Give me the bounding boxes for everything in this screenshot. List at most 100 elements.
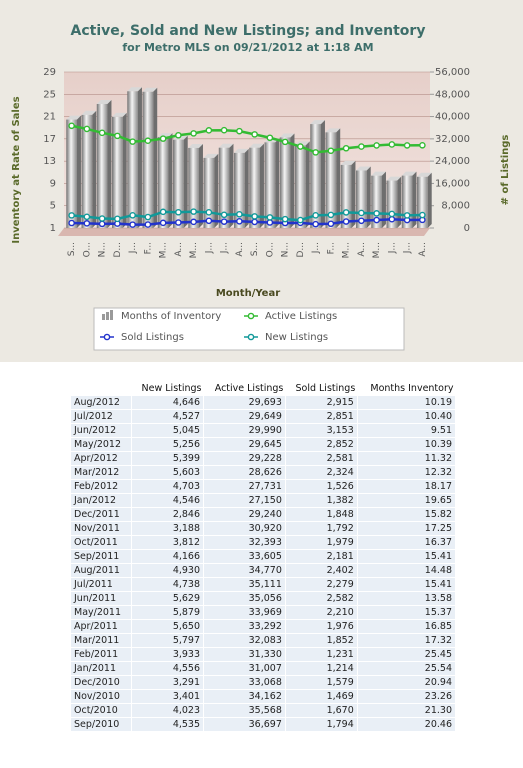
table-row: Apr/2012 5,399 29,228 2,581 11.32	[70, 451, 457, 466]
value-cell: 2,852	[284, 437, 358, 452]
bar	[203, 157, 215, 228]
month-cell: May/2011	[70, 605, 132, 620]
x-tick-label: D...	[296, 242, 306, 258]
bar-side	[229, 143, 234, 228]
value-cell: 2,582	[284, 591, 358, 606]
y2-tick-label: 40,000	[435, 112, 470, 123]
month-cell: Dec/2010	[70, 675, 132, 690]
month-cell: May/2012	[70, 437, 132, 452]
legend-swatch	[102, 314, 105, 320]
y-tick-label: 1	[50, 223, 56, 234]
legend-label: New Listings	[265, 332, 328, 343]
table-row: Nov/2011 3,188 30,920 1,792 17.25	[70, 521, 457, 536]
y-tick-label: 29	[43, 67, 56, 78]
value-cell: 2,851	[284, 409, 358, 424]
line-marker	[403, 212, 411, 219]
bar-side	[290, 133, 295, 228]
table-row: Jul/2011 4,738 35,111 2,279 15.41	[70, 577, 457, 592]
line-marker	[205, 127, 213, 134]
value-cell: 1,579	[284, 675, 358, 690]
table-row: Jun/2012 5,045 29,990 3,153 9.51	[70, 423, 457, 438]
value-cell: 4,738	[130, 577, 205, 592]
chart: Active, Sold and New Listings; and Inven…	[0, 0, 523, 362]
line-marker	[190, 130, 197, 137]
value-cell: 1,526	[284, 479, 358, 494]
y2-tick-label: 32,000	[435, 134, 470, 145]
value-cell: 18.17	[356, 479, 457, 494]
line-marker	[175, 131, 182, 139]
month-cell: Jul/2012	[70, 409, 132, 424]
month-cell: Apr/2011	[70, 619, 132, 634]
header-cell: Sold Listings	[295, 382, 356, 394]
bar	[157, 137, 169, 228]
value-cell: 29,990	[203, 423, 286, 438]
line-marker	[220, 211, 228, 219]
value-cell: 29,693	[203, 395, 286, 410]
value-cell: 5,603	[130, 465, 205, 480]
month-cell: Oct/2011	[70, 535, 132, 550]
value-cell: 2,915	[284, 395, 358, 410]
bar-top	[112, 112, 127, 117]
value-cell: 2,402	[284, 563, 358, 578]
bar-top	[325, 128, 341, 133]
table-row: Jun/2011 5,629 35,056 2,582 13.58	[70, 591, 457, 606]
line-marker	[68, 212, 75, 219]
bar-top	[96, 99, 112, 104]
line-marker	[144, 221, 152, 228]
value-cell: 9.51	[356, 423, 457, 438]
header-cell: New Listings	[141, 382, 202, 394]
line-marker	[98, 215, 106, 222]
bar-top	[417, 172, 432, 177]
line-marker	[251, 131, 258, 138]
month-cell: Sep/2010	[70, 717, 132, 732]
line-marker	[190, 208, 197, 215]
value-cell: 3,188	[130, 521, 205, 536]
table-row: Mar/2011 5,797 32,083 1,852 17.32	[70, 633, 457, 648]
bar-side	[427, 172, 432, 228]
value-cell: 1,214	[284, 661, 358, 676]
value-cell: 1,792	[284, 521, 358, 536]
bar-side	[214, 153, 219, 228]
bar-side	[183, 135, 188, 228]
y-axis-title: Inventory at Rate of Sales	[11, 96, 22, 243]
line-marker	[98, 129, 106, 137]
bar-top	[218, 143, 234, 148]
table-row: Jan/2011 4,556 31,007 1,214 25.54	[70, 661, 457, 676]
bar-side	[122, 112, 127, 228]
table-row: Jan/2012 4,546 27,150 1,382 19.65	[70, 493, 457, 508]
header-cell	[71, 381, 132, 396]
line-marker	[419, 141, 426, 149]
line-marker	[205, 217, 213, 225]
month-cell: Mar/2011	[70, 633, 132, 648]
value-cell: 1,382	[284, 493, 358, 508]
line-marker	[220, 218, 228, 225]
line-marker	[159, 219, 167, 227]
month-cell: Mar/2012	[70, 465, 132, 480]
x-tick-label: J...	[403, 242, 413, 254]
line-marker	[373, 216, 380, 224]
line-marker	[98, 220, 106, 228]
bar	[96, 103, 108, 228]
value-cell: 1,852	[284, 633, 358, 648]
bar	[188, 147, 199, 228]
x-tick-label: S...	[67, 242, 77, 256]
value-cell: 10.40	[356, 409, 457, 424]
bar	[340, 164, 352, 228]
line-marker	[144, 137, 152, 145]
month-cell: Nov/2011	[70, 521, 132, 536]
month-cell: Oct/2010	[70, 703, 132, 718]
table-row: Feb/2012 4,703 27,731 1,526 18.17	[70, 479, 457, 494]
line-marker	[297, 216, 304, 224]
bar-top	[81, 110, 97, 115]
line-marker	[281, 138, 289, 146]
y2-tick-label: 16,000	[435, 178, 470, 189]
bar	[279, 137, 291, 228]
value-cell: 34,770	[203, 563, 286, 578]
x-tick-label: A...	[418, 242, 428, 257]
value-cell: 2,210	[284, 605, 358, 620]
table-row: Apr/2011 5,650 33,292 1,976 16.85	[70, 619, 457, 634]
bar	[325, 132, 337, 228]
table-row: Mar/2012 5,603 28,626 2,324 12.32	[70, 465, 457, 480]
line-marker	[358, 209, 365, 217]
